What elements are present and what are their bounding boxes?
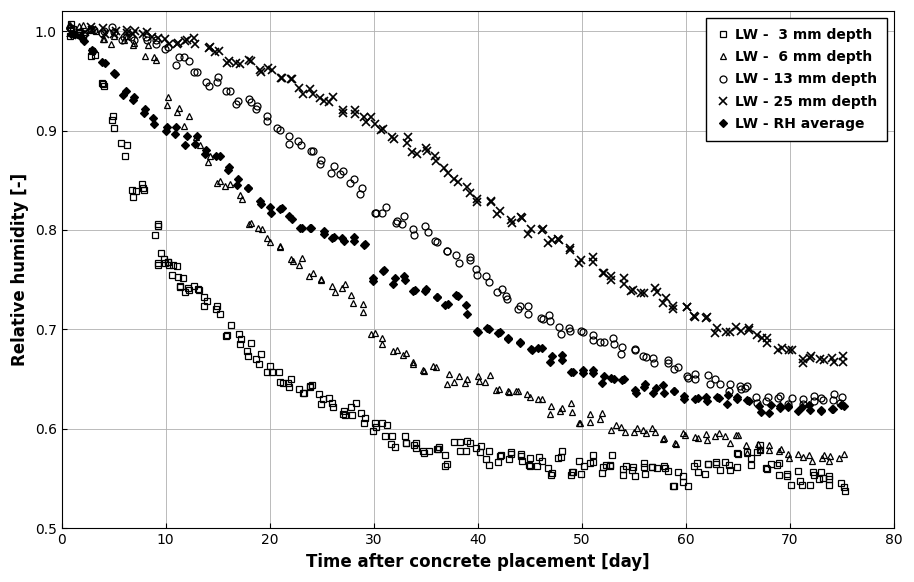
LW - 13 mm depth [797, 400, 808, 407]
LW - RH average [596, 380, 607, 387]
LW - 13 mm depth [66, 24, 77, 31]
LW -  6 mm depth [77, 22, 88, 29]
LW - RH average [65, 30, 76, 37]
LW -  6 mm depth [605, 427, 616, 434]
LW - RH average [700, 394, 711, 401]
LW - RH average [473, 328, 484, 335]
LW - 25 mm depth [324, 99, 335, 106]
LW - 25 mm depth [606, 272, 617, 279]
LW -  6 mm depth [838, 451, 849, 458]
X-axis label: Time after concrete placement [day]: Time after concrete placement [day] [306, 553, 650, 571]
LW - RH average [318, 228, 329, 235]
LW -  6 mm depth [714, 430, 725, 437]
Line: LW -  3 mm depth: LW - 3 mm depth [67, 21, 848, 494]
LW -  6 mm depth [65, 22, 76, 29]
Line: LW - RH average: LW - RH average [68, 30, 847, 416]
LW -  6 mm depth [502, 387, 513, 394]
LW - 25 mm depth [838, 353, 849, 360]
LW - 13 mm depth [106, 23, 117, 30]
LW -  3 mm depth [839, 487, 850, 494]
LW - 13 mm depth [471, 266, 482, 273]
LW - 13 mm depth [329, 162, 340, 169]
LW -  3 mm depth [66, 20, 77, 27]
LW - RH average [502, 334, 513, 341]
LW - RH average [835, 402, 846, 409]
LW -  3 mm depth [546, 472, 557, 479]
LW - 25 mm depth [377, 125, 388, 132]
LW - 13 mm depth [834, 399, 845, 406]
LW - 25 mm depth [798, 360, 809, 367]
LW -  6 mm depth [824, 457, 835, 464]
LW - 13 mm depth [501, 296, 512, 303]
LW -  6 mm depth [473, 373, 484, 380]
LW - 13 mm depth [709, 375, 720, 382]
Line: LW - 25 mm depth: LW - 25 mm depth [67, 24, 847, 367]
LW - 25 mm depth [712, 324, 723, 331]
LW -  6 mm depth [329, 288, 340, 295]
Line: LW - 13 mm depth: LW - 13 mm depth [66, 23, 845, 407]
LW - 13 mm depth [377, 209, 388, 216]
Line: LW -  6 mm depth: LW - 6 mm depth [66, 22, 847, 464]
LW -  3 mm depth [835, 480, 846, 487]
LW -  3 mm depth [119, 152, 130, 159]
Legend: LW -  3 mm depth, LW -  6 mm depth, LW - 13 mm depth, LW - 25 mm depth, LW - RH : LW - 3 mm depth, LW - 6 mm depth, LW - 1… [706, 18, 887, 141]
LW -  3 mm depth [338, 407, 349, 414]
LW - 25 mm depth [472, 198, 483, 205]
LW - RH average [763, 409, 774, 416]
LW - 13 mm depth [608, 340, 619, 347]
LW - RH average [367, 274, 378, 281]
LW -  6 mm depth [377, 340, 388, 347]
LW -  3 mm depth [264, 363, 275, 370]
LW - 25 mm depth [86, 24, 97, 31]
LW - 25 mm depth [66, 29, 77, 36]
LW -  3 mm depth [792, 467, 803, 474]
LW - 25 mm depth [506, 219, 517, 226]
Y-axis label: Relative humidity [-]: Relative humidity [-] [11, 173, 29, 366]
LW -  3 mm depth [807, 468, 818, 475]
